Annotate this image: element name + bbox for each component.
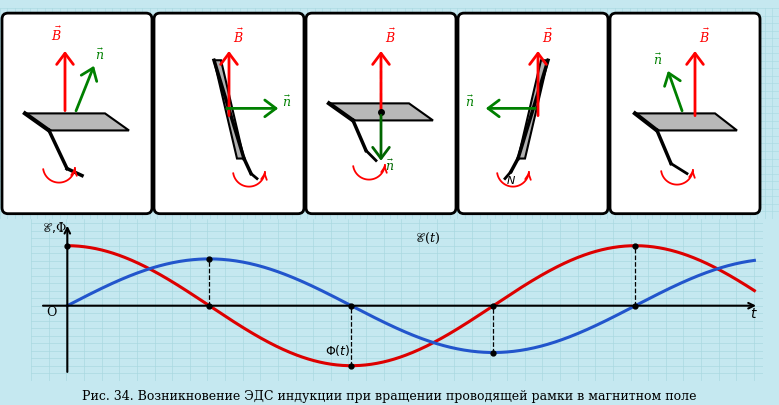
Text: Рис. 34. Возникновение ЭДС индукции при вращении проводящей рамки в магнитном по: Рис. 34. Возникновение ЭДС индукции при … xyxy=(83,390,696,403)
Text: $\vec{n}$: $\vec{n}$ xyxy=(95,48,104,63)
Text: $\vec{n}$: $\vec{n}$ xyxy=(385,158,394,174)
Text: $\vec{B}$: $\vec{B}$ xyxy=(233,28,244,46)
Text: $\vec{n}$: $\vec{n}$ xyxy=(465,95,474,111)
Polygon shape xyxy=(214,60,244,158)
Text: $\vec{B}$: $\vec{B}$ xyxy=(51,26,62,44)
Polygon shape xyxy=(635,113,737,130)
Text: O: O xyxy=(46,306,56,319)
Text: $\mathscr{E}(t)$: $\mathscr{E}(t)$ xyxy=(415,231,441,246)
Text: $\vec{n}$: $\vec{n}$ xyxy=(653,53,662,68)
Text: $\vec{n}$: $\vec{n}$ xyxy=(282,95,291,111)
Text: $\vec{B}$: $\vec{B}$ xyxy=(542,28,553,46)
Text: $\vec{B}$: $\vec{B}$ xyxy=(699,28,710,46)
Text: $\Phi(t)$: $\Phi(t)$ xyxy=(325,343,351,358)
Polygon shape xyxy=(329,103,433,120)
FancyBboxPatch shape xyxy=(306,13,456,214)
Text: $\mathscr{E}$,$\Phi$: $\mathscr{E}$,$\Phi$ xyxy=(42,220,67,235)
Text: $N$: $N$ xyxy=(506,174,516,185)
FancyBboxPatch shape xyxy=(154,13,304,214)
FancyBboxPatch shape xyxy=(2,13,152,214)
Polygon shape xyxy=(518,60,548,158)
FancyBboxPatch shape xyxy=(458,13,608,214)
FancyBboxPatch shape xyxy=(610,13,760,214)
Text: $\vec{B}$: $\vec{B}$ xyxy=(385,28,396,46)
Text: $t$: $t$ xyxy=(750,307,758,320)
Polygon shape xyxy=(25,113,129,130)
